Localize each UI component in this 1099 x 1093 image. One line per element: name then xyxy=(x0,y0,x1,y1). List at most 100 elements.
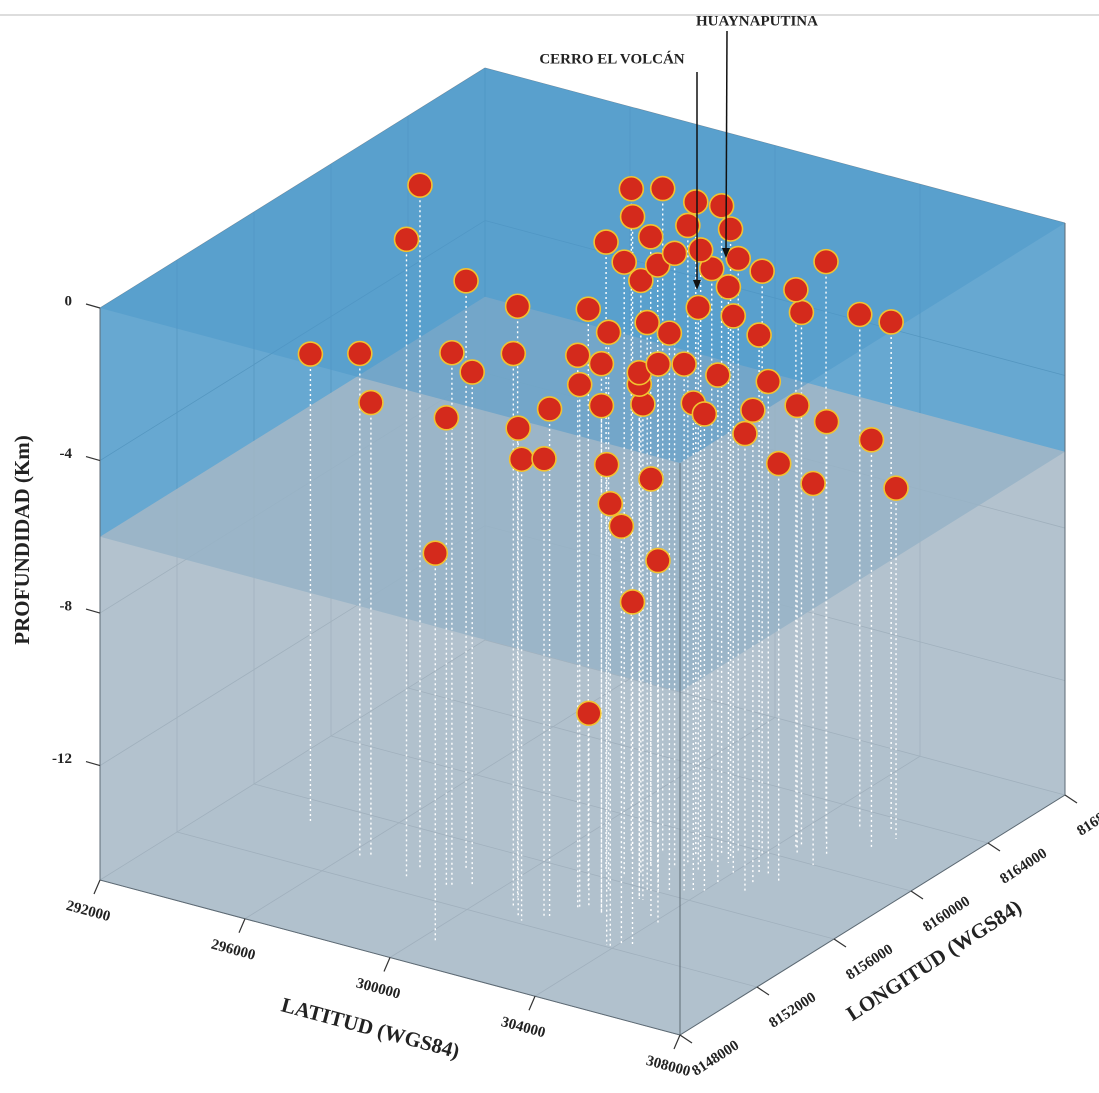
hypocenter xyxy=(720,303,747,329)
hypocenter xyxy=(297,341,324,367)
hypocenter xyxy=(593,451,620,478)
hypocenter xyxy=(858,427,885,453)
hypocenter xyxy=(755,368,782,395)
hypocenter xyxy=(407,172,433,199)
hypocenter xyxy=(575,296,602,322)
hypocenter xyxy=(611,249,638,275)
z-tick-label: -12 xyxy=(52,751,72,767)
y-tick-label: 8148000 xyxy=(689,1038,742,1080)
x-tick xyxy=(93,879,101,895)
y-tick-label: 8152000 xyxy=(766,990,819,1032)
hypocenter xyxy=(749,258,775,285)
y-tick xyxy=(910,890,924,900)
hypocenter xyxy=(656,320,683,346)
hypocenter xyxy=(588,392,615,419)
box-edge xyxy=(679,794,1066,1036)
y-tick-label: 8164000 xyxy=(997,846,1050,888)
layers xyxy=(100,68,1065,1035)
x-tick-label: 304000 xyxy=(499,1014,547,1041)
arrow-head xyxy=(722,248,730,258)
hypocenter xyxy=(717,216,744,242)
hypocenter xyxy=(347,340,373,367)
hypocenter xyxy=(685,294,712,321)
hypocenter xyxy=(564,342,591,369)
hypocenter xyxy=(459,359,486,385)
hypocenter xyxy=(439,339,465,366)
hypocenter xyxy=(788,299,815,326)
hypocenter xyxy=(531,445,557,472)
hypocenter xyxy=(698,255,725,282)
top-face xyxy=(100,68,1065,463)
z-axis-title: PROFUNDIDAD (Km) xyxy=(10,435,34,644)
hypocenter xyxy=(637,224,664,250)
points xyxy=(297,172,909,727)
hypocenter xyxy=(608,513,635,539)
hypocenter xyxy=(422,540,449,567)
z-tick-label: -4 xyxy=(60,446,73,462)
hypocenter xyxy=(508,446,535,473)
hypocenter xyxy=(645,547,671,574)
hypocenter xyxy=(725,245,752,272)
hypocenter xyxy=(708,193,735,219)
y-tick xyxy=(756,986,770,996)
y-tick-label: 8168000 xyxy=(1074,798,1099,840)
x-tick xyxy=(383,957,391,972)
hypocenter xyxy=(800,470,826,497)
hypocenter xyxy=(576,700,602,727)
hypocenter xyxy=(505,415,532,442)
hypocenter xyxy=(593,229,619,255)
x-axis-title: LATITUD (WGS84) xyxy=(279,993,462,1064)
z-tick xyxy=(85,608,101,614)
hypocenter xyxy=(618,175,645,202)
hypocenter xyxy=(784,392,810,419)
hypocenter xyxy=(783,276,809,303)
hypocenter xyxy=(705,362,731,388)
annotation: HUAYNAPUTINA xyxy=(696,13,818,29)
hypocenter xyxy=(433,405,460,431)
hypocenter xyxy=(732,420,758,447)
hypocenter xyxy=(765,450,792,477)
hypocenter xyxy=(536,396,563,422)
annotations: HUAYNAPUTINA CERRO EL VOLCÁN xyxy=(539,13,818,290)
hypocenter xyxy=(597,490,624,517)
hypocenter xyxy=(638,466,664,492)
x-tick xyxy=(673,1034,681,1050)
y-tick xyxy=(987,842,1001,852)
hypocenter xyxy=(634,309,661,336)
hypocenter xyxy=(619,589,646,615)
hypocenter xyxy=(740,397,766,423)
x-tick-label: 296000 xyxy=(209,937,257,964)
hypocenter xyxy=(358,389,384,416)
hypocenter xyxy=(813,408,840,435)
hypocenter xyxy=(595,319,622,346)
z-tick xyxy=(85,303,101,309)
hypocenter xyxy=(588,350,615,377)
hypocenter xyxy=(878,309,904,335)
x-tick-label: 292000 xyxy=(64,898,112,925)
y-tick xyxy=(679,1034,693,1044)
z-tick xyxy=(85,455,101,462)
hypocenter xyxy=(504,293,531,320)
hypocenter xyxy=(645,351,672,377)
annotation-arrow xyxy=(725,30,728,253)
hypocenter xyxy=(675,212,701,239)
annotation: CERRO EL VOLCÁN xyxy=(539,50,684,67)
x-tick xyxy=(528,996,536,1011)
arrow-head xyxy=(693,280,701,290)
z-tick-label: -8 xyxy=(60,599,73,615)
hypocenter xyxy=(649,175,676,202)
hypocenter xyxy=(661,240,688,267)
x-tick xyxy=(238,918,246,933)
hypocenter xyxy=(746,322,772,348)
hypocenter xyxy=(671,351,697,377)
y-tick xyxy=(833,938,847,948)
hypocenter xyxy=(691,401,718,427)
y-tick xyxy=(1064,794,1078,804)
hypocenter xyxy=(393,226,420,253)
hypocenter xyxy=(846,301,873,328)
hypocenter xyxy=(566,371,593,398)
hypocenter xyxy=(453,268,479,294)
hypocenter xyxy=(687,237,714,263)
